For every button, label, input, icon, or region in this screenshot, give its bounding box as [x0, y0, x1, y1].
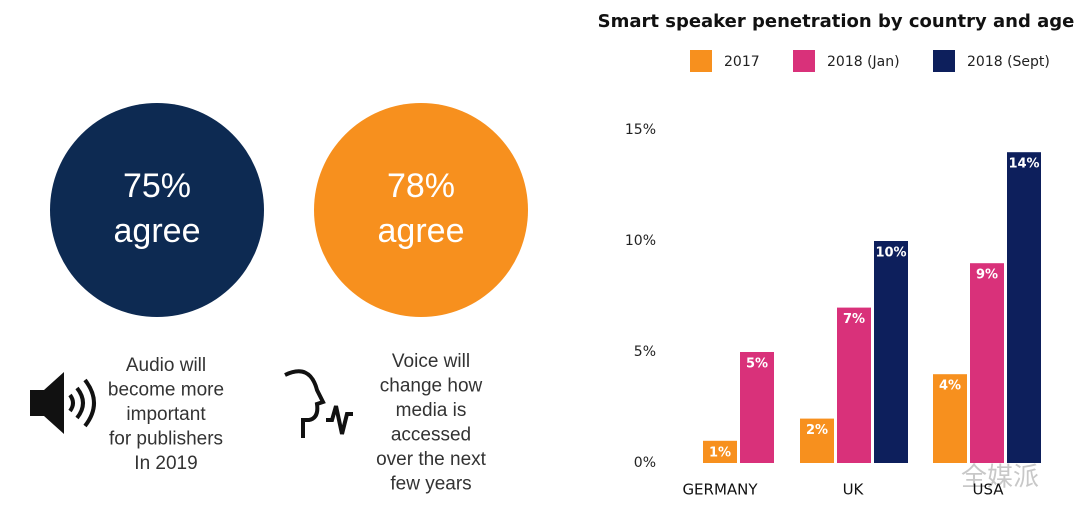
legend-label: 2018 (Sept): [967, 54, 1050, 70]
legend-swatch: [690, 50, 712, 72]
x-tick-label: USA: [972, 481, 1004, 499]
x-tick-label: UK: [843, 481, 865, 499]
value-label: 5%: [746, 357, 768, 372]
stat-caption: Voice will: [392, 351, 470, 372]
stat-caption: accessed: [391, 425, 471, 446]
y-tick-label: 15%: [625, 122, 656, 138]
stat-circle: [50, 103, 264, 317]
value-label: 7%: [843, 312, 865, 327]
legend-swatch: [793, 50, 815, 72]
bar: [703, 440, 737, 463]
value-label: 4%: [939, 379, 961, 394]
y-tick-label: 5%: [634, 344, 656, 360]
value-label: 1%: [709, 445, 731, 460]
chart-title: Smart speaker penetration by country and…: [598, 11, 1075, 32]
stat-caption: over the next: [376, 449, 487, 470]
y-tick-label: 0%: [634, 455, 656, 471]
value-label: 14%: [1008, 157, 1039, 172]
stat-caption: change how: [380, 376, 483, 397]
stat-word: agree: [114, 212, 201, 250]
bar: [970, 263, 1004, 463]
stat-caption: Audio will: [126, 355, 206, 376]
x-tick-label: GERMANY: [682, 481, 758, 499]
stat-word: agree: [378, 212, 465, 250]
bar: [740, 352, 774, 463]
stat-caption: few years: [390, 474, 471, 495]
speaker-icon: [30, 372, 96, 434]
legend-swatch: [933, 50, 955, 72]
stat-caption: media is: [396, 400, 467, 421]
stat-caption: In 2019: [134, 453, 197, 474]
legend-label: 2017: [724, 54, 760, 70]
bar: [933, 374, 967, 463]
watermark: 全媒派: [961, 463, 1039, 493]
bar: [874, 241, 908, 463]
value-label: 10%: [875, 246, 906, 261]
stat-caption: for publishers: [109, 429, 223, 450]
voice-icon: [284, 369, 353, 438]
stat-caption: become more: [108, 380, 224, 401]
value-label: 2%: [806, 423, 828, 438]
bar: [1007, 152, 1041, 463]
y-tick-label: 10%: [625, 233, 656, 249]
bar: [837, 307, 871, 463]
legend-label: 2018 (Jan): [827, 54, 900, 70]
bar: [800, 418, 834, 463]
stat-circle: [314, 103, 528, 317]
stat-figure: 78%: [387, 167, 455, 205]
stat-figure: 75%: [123, 167, 191, 205]
value-label: 9%: [976, 268, 998, 283]
stat-caption: important: [126, 404, 206, 425]
